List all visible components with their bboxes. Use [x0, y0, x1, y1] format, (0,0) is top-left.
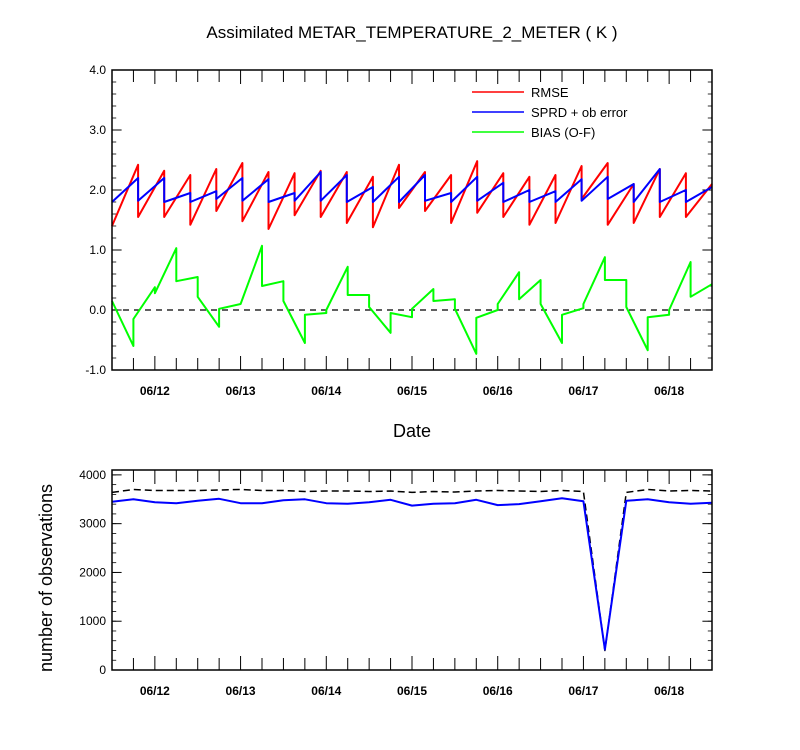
x-tick-label: 06/16 — [483, 684, 513, 698]
x-tick-label: 06/13 — [226, 384, 256, 398]
series-line-bias-o-f — [111, 244, 713, 355]
y-tick-label: 0.0 — [89, 303, 106, 317]
x-tick-label: 06/13 — [226, 684, 256, 698]
series-line-assimilated-observations — [111, 497, 713, 651]
bottom-series — [111, 488, 713, 652]
top-panel: Assimilated METAR_TEMPERATURE_2_METER ( … — [85, 23, 713, 441]
y-tick-label: 0 — [99, 663, 106, 677]
legend-label: SPRD + ob error — [531, 105, 628, 120]
chart-title: Assimilated METAR_TEMPERATURE_2_METER ( … — [206, 23, 617, 42]
y-axis-title: number of observations — [36, 484, 56, 672]
x-tick-label: 06/17 — [568, 384, 598, 398]
x-tick-label: 06/16 — [483, 384, 513, 398]
x-tick-label: 06/15 — [397, 684, 427, 698]
x-tick-label: 06/17 — [568, 684, 598, 698]
x-axis-title: Date — [393, 421, 431, 441]
y-tick-label: 2000 — [79, 565, 106, 579]
legend-label: BIAS (O-F) — [531, 125, 595, 140]
y-tick-label: 2.0 — [89, 183, 106, 197]
x-tick-label: 06/18 — [654, 384, 684, 398]
top-axes: -1.0 0.0 1.0 2.0 3.0 4.0 06/12 06/13 06/14 06/15 0… — [85, 63, 713, 398]
top-plot-frame — [111, 69, 713, 371]
y-tick-label: 4.0 — [89, 63, 106, 77]
y-tick-label: 4000 — [79, 468, 106, 482]
bottom-panel: 0 1000 2000 3000 4000 06/12 06/13 06/14 06/15 06/… — [36, 468, 713, 698]
bottom-plot-frame — [111, 469, 713, 671]
x-tick-label: 06/14 — [311, 384, 341, 398]
y-tick-label: 3.0 — [89, 123, 106, 137]
x-tick-label: 06/14 — [311, 684, 341, 698]
series-line-possible-observations — [111, 488, 713, 652]
top-series — [111, 160, 713, 355]
x-tick-label: 06/12 — [140, 384, 170, 398]
y-tick-label: 1000 — [79, 614, 106, 628]
series-line-sprd-ob-error — [111, 168, 713, 203]
series-line-rmse — [111, 160, 713, 230]
x-tick-label: 06/15 — [397, 384, 427, 398]
legend-label: RMSE — [531, 85, 569, 100]
legend: RMSE SPRD + ob error BIAS (O-F) — [472, 85, 628, 140]
y-tick-label: 3000 — [79, 517, 106, 531]
y-tick-label: -1.0 — [85, 363, 106, 377]
y-tick-label: 1.0 — [89, 243, 106, 257]
bottom-axes: 0 1000 2000 3000 4000 06/12 06/13 06/14 06/15 06/… — [79, 468, 713, 698]
x-tick-label: 06/12 — [140, 684, 170, 698]
x-tick-label: 06/18 — [654, 684, 684, 698]
